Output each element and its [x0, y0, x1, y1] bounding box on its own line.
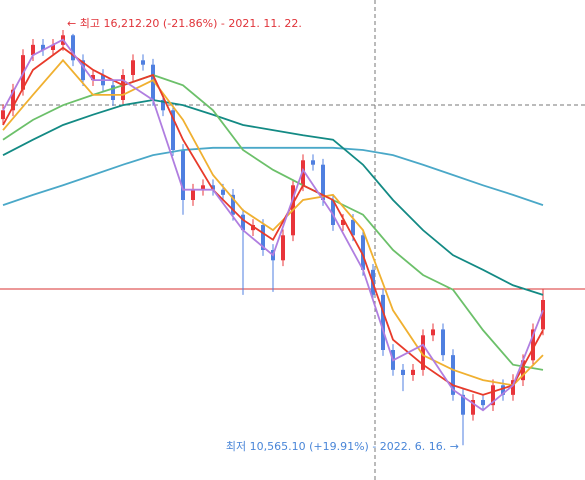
- low-annotation: 최저 10,565.10 (+19.91%) - 2022. 6. 16. →: [226, 440, 459, 453]
- candle-body: [231, 194, 235, 215]
- candle-body: [261, 225, 265, 250]
- candle-body: [1, 110, 5, 120]
- candle-body: [501, 385, 505, 395]
- candle-body: [181, 150, 185, 200]
- candle-body: [491, 385, 495, 406]
- candle-body: [131, 60, 135, 75]
- candle-body: [31, 44, 35, 56]
- candle-body: [51, 44, 55, 50]
- moving-average-line: [2, 46, 544, 396]
- candle-body: [431, 329, 435, 336]
- candle-body: [471, 400, 475, 415]
- candle-body: [541, 300, 545, 330]
- candle-body: [401, 369, 405, 375]
- candle-body: [381, 294, 385, 350]
- candle-body: [481, 400, 485, 406]
- moving-average-line: [2, 99, 544, 296]
- candle-body: [221, 189, 225, 195]
- candle-body: [251, 225, 255, 231]
- candle-body: [511, 380, 515, 395]
- candle-body: [301, 160, 305, 186]
- candle-body: [11, 89, 15, 111]
- candle-body: [321, 164, 325, 200]
- candle-body: [71, 35, 75, 61]
- candle-body: [41, 44, 45, 50]
- candle-body: [111, 85, 115, 100]
- candle-body: [461, 394, 465, 415]
- candle-body: [151, 64, 155, 100]
- candle-body: [341, 219, 345, 225]
- candle-body: [441, 329, 445, 356]
- candle-body: [201, 185, 205, 190]
- candle-body: [331, 200, 335, 225]
- candle-body: [351, 219, 355, 236]
- candle-body: [81, 60, 85, 81]
- candle-body: [161, 100, 165, 111]
- candle-body: [281, 235, 285, 261]
- candle-body: [411, 369, 415, 375]
- high-annotation: ← 최고 16,212.20 (-21.86%) - 2021. 11. 22.: [67, 17, 302, 30]
- moving-average-line: [2, 58, 544, 387]
- candle-body: [521, 360, 525, 381]
- candle-body: [531, 329, 535, 361]
- moving-average-line: [2, 74, 544, 371]
- candle-body: [361, 235, 365, 270]
- candle-body: [421, 335, 425, 370]
- moving-average-line: [2, 38, 544, 412]
- candle-body: [241, 214, 245, 231]
- moving-average-line: [2, 146, 544, 206]
- candle-body: [311, 160, 315, 165]
- candle-body: [171, 110, 175, 150]
- candle-body: [141, 60, 145, 65]
- candle-body: [191, 189, 195, 200]
- candle-body: [451, 355, 455, 395]
- candle-body: [211, 185, 215, 190]
- candle-body: [91, 75, 95, 81]
- candle-body: [121, 75, 125, 100]
